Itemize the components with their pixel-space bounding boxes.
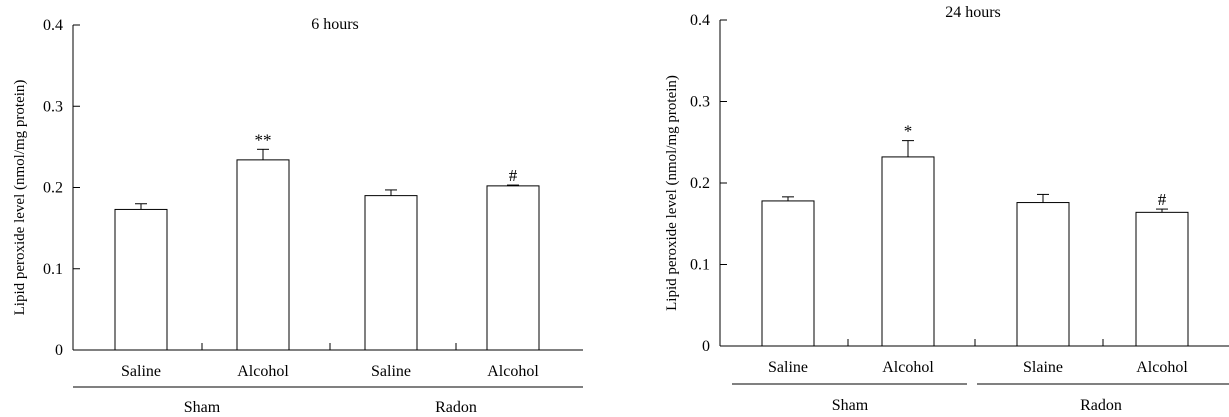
x-category-label: Alcohol — [882, 359, 934, 376]
x-category-label: Saline — [371, 363, 411, 380]
x-category-label: Slaine — [1023, 359, 1063, 376]
significance-marker: # — [1158, 190, 1167, 209]
y-tick-label: 0.4 — [690, 12, 710, 29]
x-category-label: Alcohol — [487, 363, 539, 380]
x-category-label: Alcohol — [237, 363, 289, 380]
group-label: Radon — [1080, 397, 1122, 414]
group-label: Radon — [435, 399, 477, 416]
y-tick-label: 0 — [55, 342, 63, 359]
y-tick-label: 0.2 — [690, 175, 710, 192]
y-tick-label: 0.1 — [43, 261, 63, 278]
bar — [114, 208, 168, 351]
x-category-label: Saline — [121, 363, 161, 380]
significance-marker: # — [509, 166, 518, 185]
bar — [236, 159, 290, 351]
y-tick-label: 0.2 — [43, 180, 63, 197]
bar — [761, 200, 815, 347]
chart-panel-6h: 0 0.1 0.2 0.3 0.4 Saline ** Alcohol Saline # Alcoh… — [12, 16, 583, 416]
bar — [486, 185, 540, 351]
x-category-label: Saline — [768, 359, 808, 376]
bar — [364, 195, 418, 351]
y-tick-label: 0.3 — [43, 98, 63, 115]
bar — [1016, 202, 1070, 347]
significance-marker: ** — [255, 130, 272, 149]
y-tick-label: 0.3 — [690, 94, 710, 111]
group-label: Sham — [832, 397, 869, 414]
bar — [1135, 211, 1189, 347]
bar — [881, 156, 935, 347]
y-axis-label: Lipid peroxide level (nmol/mg protein) — [12, 80, 28, 316]
significance-marker: * — [904, 122, 913, 141]
x-category-label: Alcohol — [1136, 359, 1188, 376]
y-tick-label: 0.1 — [690, 257, 710, 274]
chart-title: 6 hours — [311, 16, 359, 33]
y-tick-label: 0.4 — [43, 17, 63, 34]
group-label: Sham — [184, 399, 221, 416]
chart-panel-24h: 0 0.1 0.2 0.3 0.4 Saline * Alcohol Slaine # Alcoho… — [664, 4, 1229, 414]
chart-title: 24 hours — [945, 4, 1001, 21]
y-axis-label: Lipid peroxide level (nmol/mg protein) — [664, 75, 680, 311]
y-tick-label: 0 — [702, 338, 710, 355]
